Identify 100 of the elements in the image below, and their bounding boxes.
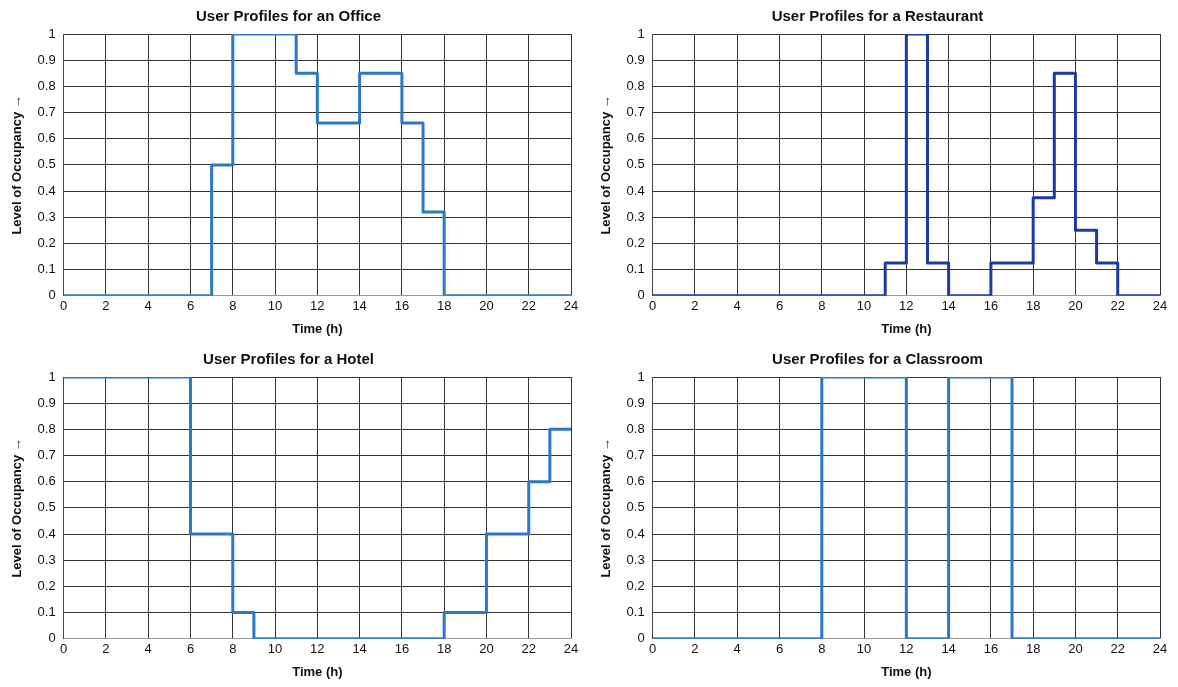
x-tick-label: 0 — [60, 641, 68, 657]
x-tick-label: 24 — [563, 641, 579, 657]
chart-title: User Profiles for an Office — [195, 7, 382, 25]
y-tick-label: 0 — [48, 287, 56, 303]
x-tick-label: 4 — [733, 298, 741, 314]
y-tick-label: 0.9 — [37, 51, 56, 67]
y-tick-label: 0 — [637, 630, 645, 646]
x-tick-label: 0 — [60, 298, 68, 314]
x-axis-title: Time (h) — [881, 663, 932, 679]
y-tick-label: 0.7 — [37, 447, 56, 463]
y-tick-label: 0.2 — [37, 235, 56, 251]
x-tick-label: 0 — [649, 641, 657, 657]
x-tick-label: 12 — [899, 298, 914, 314]
y-tick-label: 0.6 — [37, 130, 56, 146]
x-tick-label: 10 — [267, 298, 283, 314]
x-tick-label: 14 — [352, 298, 367, 314]
x-tick-label: 10 — [856, 298, 872, 314]
y-tick-label: 0.8 — [626, 77, 645, 93]
x-tick-label: 24 — [563, 298, 579, 314]
y-tick-label: 0.1 — [626, 261, 645, 277]
y-tick-label: 0.8 — [626, 420, 645, 436]
y-axis-title: Level of Occupancy → — [598, 438, 614, 578]
x-tick-label: 22 — [521, 641, 536, 657]
x-tick-label: 16 — [394, 641, 410, 657]
y-tick-label: 0.3 — [37, 208, 56, 224]
y-tick-label: 0.3 — [626, 551, 645, 567]
x-tick-label: 16 — [983, 641, 999, 657]
x-tick-label: 24 — [1152, 641, 1168, 657]
x-tick-label: 4 — [144, 298, 152, 314]
y-tick-label: 0.1 — [37, 261, 56, 277]
y-tick-label: 1 — [48, 368, 56, 384]
y-tick-label: 0.5 — [37, 156, 56, 172]
y-tick-label: 0.8 — [37, 420, 56, 436]
x-tick-label: 6 — [186, 298, 195, 314]
x-tick-label: 20 — [479, 641, 494, 657]
y-tick-label: 0.5 — [626, 156, 645, 172]
x-tick-label: 14 — [352, 641, 367, 657]
x-tick-label: 16 — [983, 298, 999, 314]
x-tick-label: 18 — [1025, 641, 1041, 657]
y-axis-title: Level of Occupancy → — [9, 438, 25, 578]
y-tick-label: 0.7 — [37, 104, 56, 120]
x-tick-label: 8 — [818, 641, 826, 657]
y-tick-label: 1 — [637, 25, 645, 41]
x-tick-label: 18 — [1025, 298, 1041, 314]
y-tick-label: 0.3 — [626, 208, 645, 224]
y-tick-label: 0.5 — [37, 499, 56, 515]
y-tick-label: 0.4 — [626, 182, 645, 198]
x-tick-label: 8 — [229, 641, 237, 657]
x-tick-label: 4 — [144, 641, 152, 657]
y-tick-label: 0.2 — [626, 235, 645, 251]
x-tick-label: 20 — [479, 298, 494, 314]
x-tick-label: 10 — [856, 641, 872, 657]
y-tick-label: 0.8 — [37, 77, 56, 93]
x-axis-title: Time (h) — [881, 320, 932, 336]
y-axis-title: Level of Occupancy → — [598, 95, 614, 235]
chart-title: User Profiles for a Classroom — [772, 350, 983, 368]
x-tick-label: 6 — [186, 641, 195, 657]
y-tick-label: 0.4 — [626, 525, 645, 541]
x-tick-label: 12 — [899, 641, 914, 657]
x-tick-label: 18 — [436, 298, 452, 314]
y-tick-label: 0.4 — [37, 182, 56, 198]
x-tick-label: 12 — [310, 641, 325, 657]
x-tick-label: 24 — [1152, 298, 1168, 314]
y-tick-label: 0.9 — [37, 394, 56, 410]
x-tick-label: 18 — [436, 641, 452, 657]
x-tick-label: 10 — [267, 641, 283, 657]
y-tick-label: 0.4 — [37, 525, 56, 541]
x-axis-title: Time (h) — [292, 320, 343, 336]
y-tick-label: 0.2 — [626, 578, 645, 594]
chart-title: User Profiles for a Hotel — [203, 350, 374, 368]
x-tick-label: 2 — [102, 641, 110, 657]
x-tick-label: 22 — [1110, 298, 1125, 314]
x-tick-label: 2 — [102, 298, 110, 314]
y-tick-label: 0.3 — [37, 551, 56, 567]
y-tick-label: 0 — [48, 630, 56, 646]
x-tick-label: 22 — [1110, 641, 1125, 657]
x-tick-label: 2 — [691, 298, 699, 314]
y-tick-label: 0.7 — [626, 104, 645, 120]
x-tick-label: 2 — [691, 641, 699, 657]
y-tick-label: 0.7 — [626, 447, 645, 463]
x-tick-label: 22 — [521, 298, 536, 314]
y-tick-label: 0.1 — [37, 604, 56, 620]
x-tick-label: 20 — [1068, 641, 1083, 657]
x-tick-label: 12 — [310, 298, 325, 314]
x-tick-label: 16 — [394, 298, 410, 314]
y-tick-label: 0.9 — [626, 51, 645, 67]
y-tick-label: 0.6 — [626, 130, 645, 146]
y-tick-label: 0.6 — [37, 473, 56, 489]
y-tick-label: 0.1 — [626, 604, 645, 620]
y-tick-label: 0.5 — [626, 499, 645, 515]
x-tick-label: 14 — [941, 641, 956, 657]
x-tick-label: 8 — [229, 298, 237, 314]
y-tick-label: 1 — [637, 368, 645, 384]
x-tick-label: 14 — [941, 298, 956, 314]
x-axis-title: Time (h) — [292, 663, 343, 679]
x-tick-label: 20 — [1068, 298, 1083, 314]
y-tick-label: 0.9 — [626, 394, 645, 410]
x-tick-label: 6 — [775, 641, 784, 657]
x-tick-label: 8 — [818, 298, 826, 314]
y-tick-label: 1 — [48, 25, 56, 41]
